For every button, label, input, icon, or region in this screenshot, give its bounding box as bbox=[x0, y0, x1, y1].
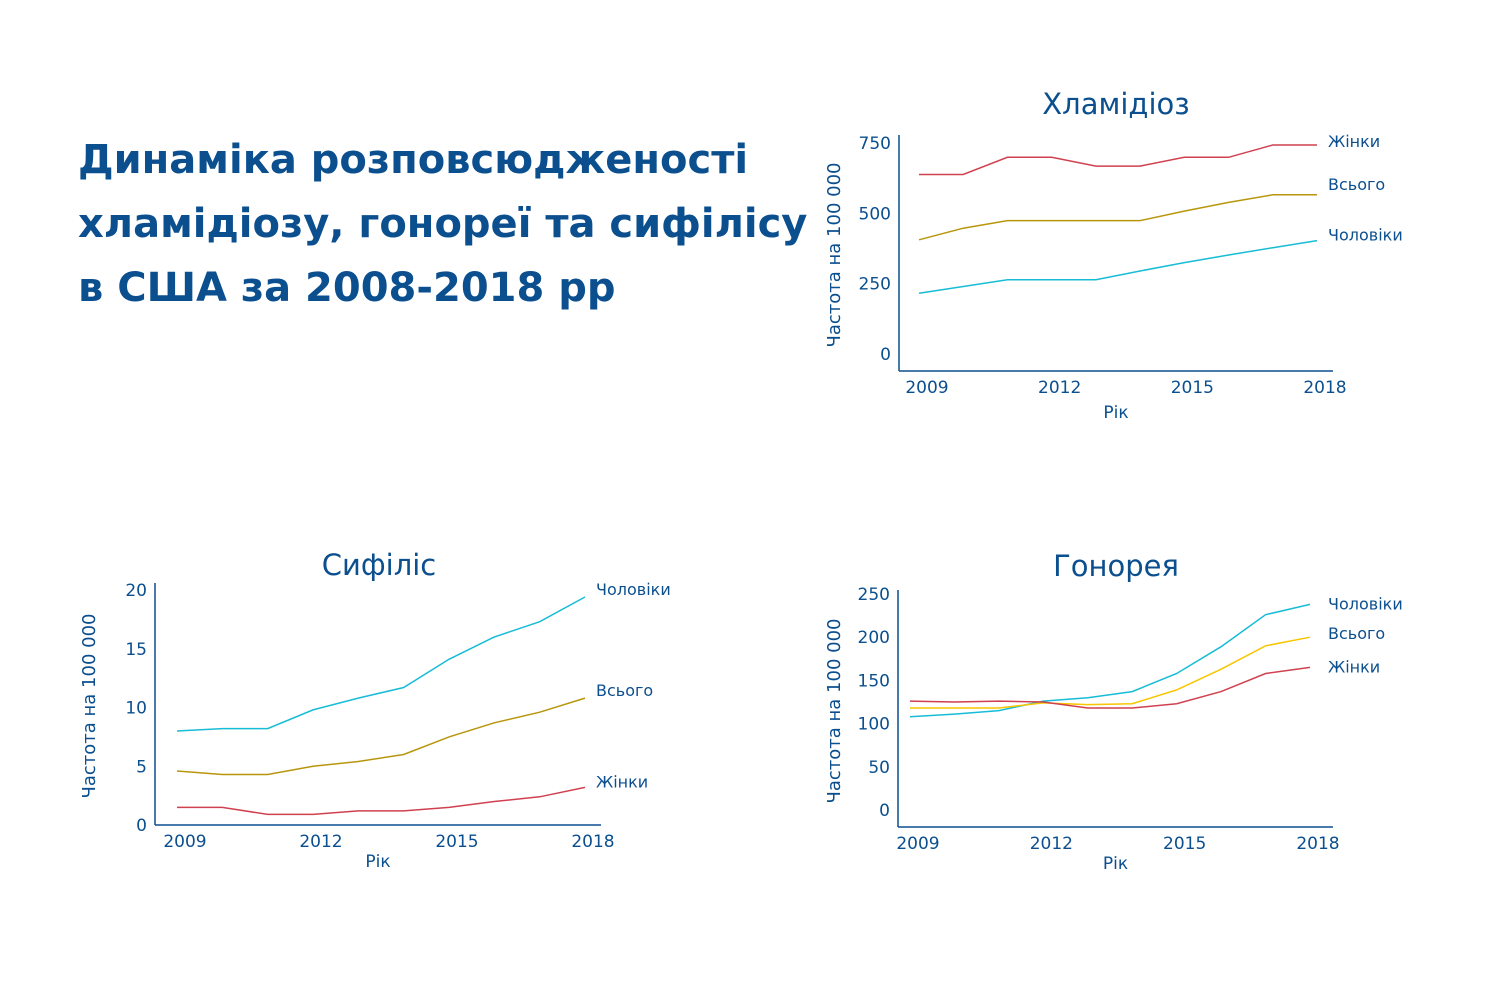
x-tick-label: 2009 bbox=[896, 834, 939, 854]
series-line-2 bbox=[909, 666, 1311, 709]
page-title: Динаміка розповсюдженості хламідіозу, го… bbox=[78, 128, 807, 320]
x-tick-label: 2012 bbox=[1038, 378, 1081, 398]
x-tick-label: 2009 bbox=[905, 378, 948, 398]
x-tick-label: 2009 bbox=[163, 832, 206, 852]
y-tick-label: 15 bbox=[125, 640, 147, 660]
syphilis-chart: Сифіліс 0 5 10 15 20 2009 2012 2015 2018 Рік Частот… bbox=[79, 548, 671, 872]
y-tick-label: 20 bbox=[125, 581, 147, 601]
y-tick-label: 200 bbox=[858, 628, 890, 648]
y-tick-label: 750 bbox=[859, 134, 891, 154]
y-axis-label: Частота на 100 000 bbox=[79, 614, 100, 799]
y-tick-label: 5 bbox=[136, 757, 147, 777]
series-line-2 bbox=[177, 786, 586, 816]
series-line-2 bbox=[918, 239, 1318, 294]
x-axis-label: Рік bbox=[365, 852, 390, 872]
series-line-0 bbox=[919, 144, 1317, 176]
x-tick-label: 2012 bbox=[299, 832, 342, 852]
y-axis-label: Частота на 100 000 bbox=[824, 619, 845, 804]
series-label: Всього bbox=[596, 681, 653, 700]
series-label: Чоловіки bbox=[1328, 226, 1403, 245]
series-label: Чоловіки bbox=[1328, 594, 1403, 613]
series-label: Жінки bbox=[1328, 132, 1380, 151]
series-label: Жінки bbox=[596, 772, 648, 791]
y-tick-label: 0 bbox=[136, 816, 147, 836]
chart-title: Хламідіоз bbox=[1042, 87, 1189, 121]
x-tick-label: 2015 bbox=[435, 832, 478, 852]
chlamydia-chart: Хламідіоз 0 250 500 750 2009 2012 2015 2018 Рік Ча… bbox=[824, 87, 1403, 423]
series-line-1 bbox=[176, 697, 586, 776]
x-tick-label: 2015 bbox=[1171, 378, 1214, 398]
y-tick-label: 500 bbox=[859, 204, 891, 224]
series-line-0 bbox=[909, 603, 1311, 718]
series-label: Всього bbox=[1328, 175, 1385, 194]
series-line-1 bbox=[918, 194, 1317, 241]
y-tick-label: 150 bbox=[858, 671, 890, 691]
series-line-0 bbox=[176, 596, 586, 732]
y-tick-label: 0 bbox=[880, 345, 891, 365]
series-label: Чоловіки bbox=[596, 580, 671, 599]
series-label: Жінки bbox=[1328, 657, 1380, 676]
title-line-1: Динаміка розповсюдженості bbox=[78, 137, 749, 183]
gonorrhea-chart: Гонорея 0 50 100 150 200 250 2009 2012 2015 2018 Рі… bbox=[824, 549, 1403, 874]
chart-title: Гонорея bbox=[1053, 549, 1179, 583]
x-tick-label: 2018 bbox=[1303, 378, 1346, 398]
x-axis-label: Рік bbox=[1103, 854, 1128, 874]
y-tick-label: 0 bbox=[879, 801, 890, 821]
title-line-2: хламідіозу, гонореї та сифілісу bbox=[78, 201, 808, 247]
y-tick-label: 100 bbox=[858, 715, 890, 735]
x-tick-label: 2018 bbox=[571, 832, 614, 852]
series-line-1 bbox=[910, 636, 1311, 709]
x-tick-label: 2018 bbox=[1296, 834, 1339, 854]
series-label: Всього bbox=[1328, 624, 1385, 643]
y-tick-label: 50 bbox=[868, 758, 890, 778]
x-axis-label: Рік bbox=[1103, 403, 1128, 423]
y-tick-label: 10 bbox=[125, 699, 147, 719]
chart-title: Сифіліс bbox=[322, 548, 437, 582]
title-line-3: в США за 2008-2018 рр bbox=[78, 265, 616, 311]
x-tick-label: 2012 bbox=[1030, 834, 1073, 854]
y-tick-label: 250 bbox=[858, 585, 890, 605]
x-tick-label: 2015 bbox=[1163, 834, 1206, 854]
y-axis-label: Частота на 100 000 bbox=[824, 163, 845, 348]
y-tick-label: 250 bbox=[859, 275, 891, 295]
